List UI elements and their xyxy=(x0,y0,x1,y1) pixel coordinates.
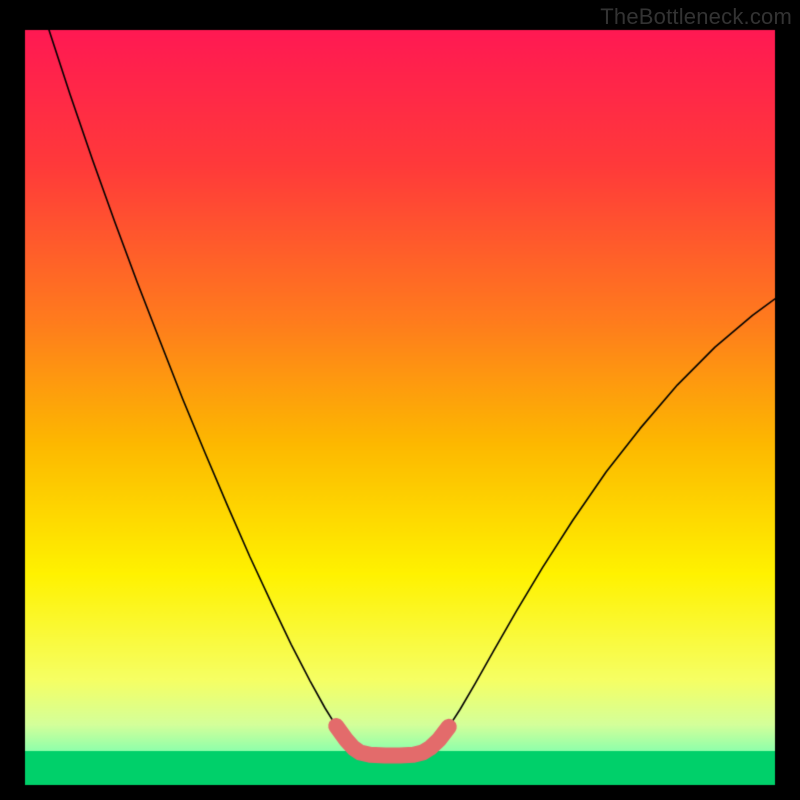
watermark-label: TheBottleneck.com xyxy=(600,4,792,30)
chart-container: TheBottleneck.com xyxy=(0,0,800,800)
bottleneck-chart-canvas xyxy=(0,0,800,800)
